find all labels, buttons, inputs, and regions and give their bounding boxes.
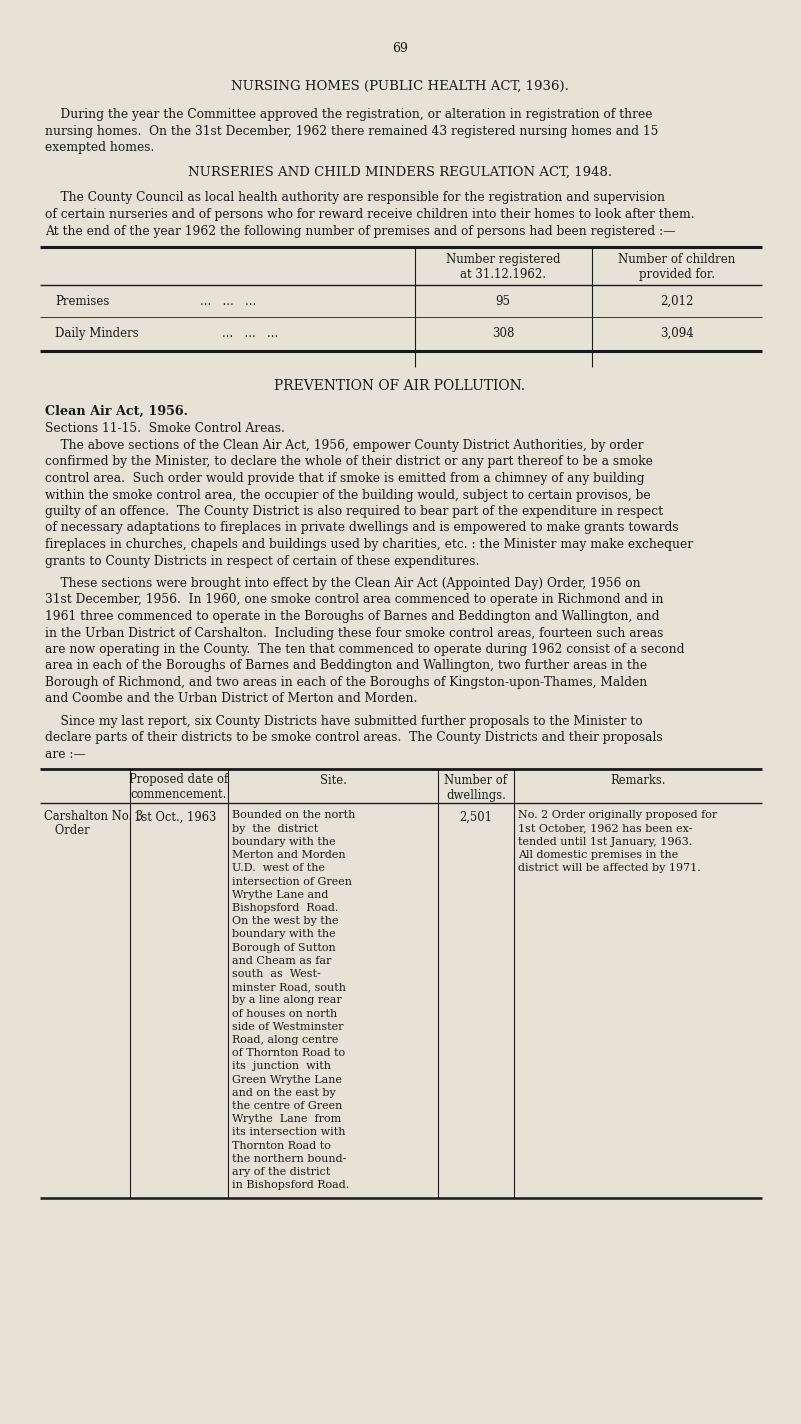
Text: The County Council as local health authority are responsible for the registratio: The County Council as local health autho… bbox=[45, 191, 665, 205]
Text: within the smoke control area, the occupier of the building would, subject to ce: within the smoke control area, the occup… bbox=[45, 488, 650, 501]
Text: nursing homes.  On the 31st December, 1962 there remained 43 registered nursing : nursing homes. On the 31st December, 196… bbox=[45, 124, 658, 138]
Text: 31st December, 1956.  In 1960, one smoke control area commenced to operate in Ri: 31st December, 1956. In 1960, one smoke … bbox=[45, 594, 663, 607]
Text: of certain nurseries and of persons who for reward receive children into their h: of certain nurseries and of persons who … bbox=[45, 208, 694, 221]
Text: Number registered
at 31.12.1962.: Number registered at 31.12.1962. bbox=[445, 253, 560, 281]
Text: 69: 69 bbox=[392, 41, 408, 56]
Text: U.D.  west of the: U.D. west of the bbox=[232, 863, 325, 873]
Text: the northern bound-: the northern bound- bbox=[232, 1153, 346, 1163]
Text: All domestic premises in the: All domestic premises in the bbox=[518, 850, 678, 860]
Text: of Thornton Road to: of Thornton Road to bbox=[232, 1048, 345, 1058]
Text: area in each of the Boroughs of Barnes and Beddington and Wallington, two furthe: area in each of the Boroughs of Barnes a… bbox=[45, 659, 647, 672]
Text: fireplaces in churches, chapels and buildings used by charities, etc. : the Mini: fireplaces in churches, chapels and buil… bbox=[45, 538, 693, 551]
Text: Sections 11-15.  Smoke Control Areas.: Sections 11-15. Smoke Control Areas. bbox=[45, 422, 285, 434]
Text: The above sections of the Clean Air Act, 1956, empower County District Authoriti: The above sections of the Clean Air Act,… bbox=[45, 439, 643, 451]
Text: ...   ...   ...: ... ... ... bbox=[222, 328, 278, 340]
Text: Thornton Road to: Thornton Road to bbox=[232, 1141, 331, 1151]
Text: by a line along rear: by a line along rear bbox=[232, 995, 342, 1005]
Text: Carshalton No. 3: Carshalton No. 3 bbox=[44, 810, 143, 823]
Text: 1961 three commenced to operate in the Boroughs of Barnes and Beddington and Wal: 1961 three commenced to operate in the B… bbox=[45, 609, 659, 624]
Text: Borough of Sutton: Borough of Sutton bbox=[232, 943, 336, 953]
Text: 308: 308 bbox=[492, 328, 514, 340]
Text: grants to County Districts in respect of certain of these expenditures.: grants to County Districts in respect of… bbox=[45, 554, 479, 568]
Text: At the end of the year 1962 the following number of premises and of persons had : At the end of the year 1962 the followin… bbox=[45, 225, 675, 238]
Text: Remarks.: Remarks. bbox=[610, 773, 666, 786]
Text: Wrythe Lane and: Wrythe Lane and bbox=[232, 890, 328, 900]
Text: Number of
dwellings.: Number of dwellings. bbox=[445, 773, 508, 802]
Text: the centre of Green: the centre of Green bbox=[232, 1101, 342, 1111]
Text: tended until 1st January, 1963.: tended until 1st January, 1963. bbox=[518, 837, 692, 847]
Text: Merton and Morden: Merton and Morden bbox=[232, 850, 345, 860]
Text: south  as  West-: south as West- bbox=[232, 968, 320, 978]
Text: declare parts of their districts to be smoke control areas.  The County District: declare parts of their districts to be s… bbox=[45, 732, 662, 745]
Text: ary of the district: ary of the district bbox=[232, 1166, 330, 1176]
Text: and Coombe and the Urban District of Merton and Morden.: and Coombe and the Urban District of Mer… bbox=[45, 692, 417, 705]
Text: Bounded on the north: Bounded on the north bbox=[232, 810, 356, 820]
Text: Road, along centre: Road, along centre bbox=[232, 1035, 338, 1045]
Text: Borough of Richmond, and two areas in each of the Boroughs of Kingston-upon-Tham: Borough of Richmond, and two areas in ea… bbox=[45, 676, 647, 689]
Text: 1st Oct., 1963: 1st Oct., 1963 bbox=[134, 810, 216, 823]
Text: in Bishopsford Road.: in Bishopsford Road. bbox=[232, 1180, 349, 1190]
Text: Daily Minders: Daily Minders bbox=[55, 328, 139, 340]
Text: confirmed by the Minister, to declare the whole of their district or any part th: confirmed by the Minister, to declare th… bbox=[45, 456, 653, 468]
Text: of necessary adaptations to fireplaces in private dwellings and is empowered to : of necessary adaptations to fireplaces i… bbox=[45, 521, 678, 534]
Text: NURSING HOMES (PUBLIC HEALTH ACT, 1936).: NURSING HOMES (PUBLIC HEALTH ACT, 1936). bbox=[231, 80, 569, 93]
Text: Order: Order bbox=[44, 823, 90, 836]
Text: are now operating in the County.  The ten that commenced to operate during 1962 : are now operating in the County. The ten… bbox=[45, 644, 685, 656]
Text: Site.: Site. bbox=[320, 773, 347, 786]
Text: boundary with the: boundary with the bbox=[232, 837, 336, 847]
Text: boundary with the: boundary with the bbox=[232, 930, 336, 940]
Text: 95: 95 bbox=[496, 295, 510, 308]
Text: During the year the Committee approved the registration, or alteration in regist: During the year the Committee approved t… bbox=[45, 108, 653, 121]
Text: and on the east by: and on the east by bbox=[232, 1088, 336, 1098]
Text: ...   ...   ...: ... ... ... bbox=[200, 295, 256, 308]
Text: These sections were brought into effect by the Clean Air Act (Appointed Day) Ord: These sections were brought into effect … bbox=[45, 577, 641, 590]
Text: exempted homes.: exempted homes. bbox=[45, 141, 155, 154]
Text: control area.  Such order would provide that if smoke is emitted from a chimney : control area. Such order would provide t… bbox=[45, 471, 645, 486]
Text: of houses on north: of houses on north bbox=[232, 1008, 337, 1018]
Text: Clean Air Act, 1956.: Clean Air Act, 1956. bbox=[45, 404, 188, 419]
Text: its  junction  with: its junction with bbox=[232, 1061, 331, 1071]
Text: 2,501: 2,501 bbox=[460, 810, 493, 823]
Text: 1st October, 1962 has been ex-: 1st October, 1962 has been ex- bbox=[518, 823, 692, 833]
Text: intersection of Green: intersection of Green bbox=[232, 877, 352, 887]
Text: Since my last report, six County Districts have submitted further proposals to t: Since my last report, six County Distric… bbox=[45, 715, 642, 728]
Text: Bishopsford  Road.: Bishopsford Road. bbox=[232, 903, 338, 913]
Text: On the west by the: On the west by the bbox=[232, 916, 339, 926]
Text: minster Road, south: minster Road, south bbox=[232, 983, 346, 993]
Text: are :—: are :— bbox=[45, 748, 86, 760]
Text: and Cheam as far: and Cheam as far bbox=[232, 956, 332, 965]
Text: guilty of an offence.  The County District is also required to bear part of the : guilty of an offence. The County Distric… bbox=[45, 506, 663, 518]
Text: district will be affected by 1971.: district will be affected by 1971. bbox=[518, 863, 701, 873]
Text: 3,094: 3,094 bbox=[660, 328, 694, 340]
Text: Proposed date of
commencement.: Proposed date of commencement. bbox=[130, 773, 228, 802]
Text: side of Westminster: side of Westminster bbox=[232, 1021, 344, 1032]
Text: Wrythe  Lane  from: Wrythe Lane from bbox=[232, 1114, 341, 1124]
Text: Green Wrythe Lane: Green Wrythe Lane bbox=[232, 1075, 342, 1085]
Text: Number of children
provided for.: Number of children provided for. bbox=[618, 253, 735, 281]
Text: Premises: Premises bbox=[55, 295, 110, 308]
Text: 2,012: 2,012 bbox=[660, 295, 694, 308]
Text: NURSERIES AND CHILD MINDERS REGULATION ACT, 1948.: NURSERIES AND CHILD MINDERS REGULATION A… bbox=[188, 165, 612, 178]
Text: PREVENTION OF AIR POLLUTION.: PREVENTION OF AIR POLLUTION. bbox=[275, 379, 525, 393]
Text: its intersection with: its intersection with bbox=[232, 1128, 345, 1138]
Text: by  the  district: by the district bbox=[232, 823, 318, 833]
Text: No. 2 Order originally proposed for: No. 2 Order originally proposed for bbox=[518, 810, 717, 820]
Text: in the Urban District of Carshalton.  Including these four smoke control areas, : in the Urban District of Carshalton. Inc… bbox=[45, 627, 663, 639]
